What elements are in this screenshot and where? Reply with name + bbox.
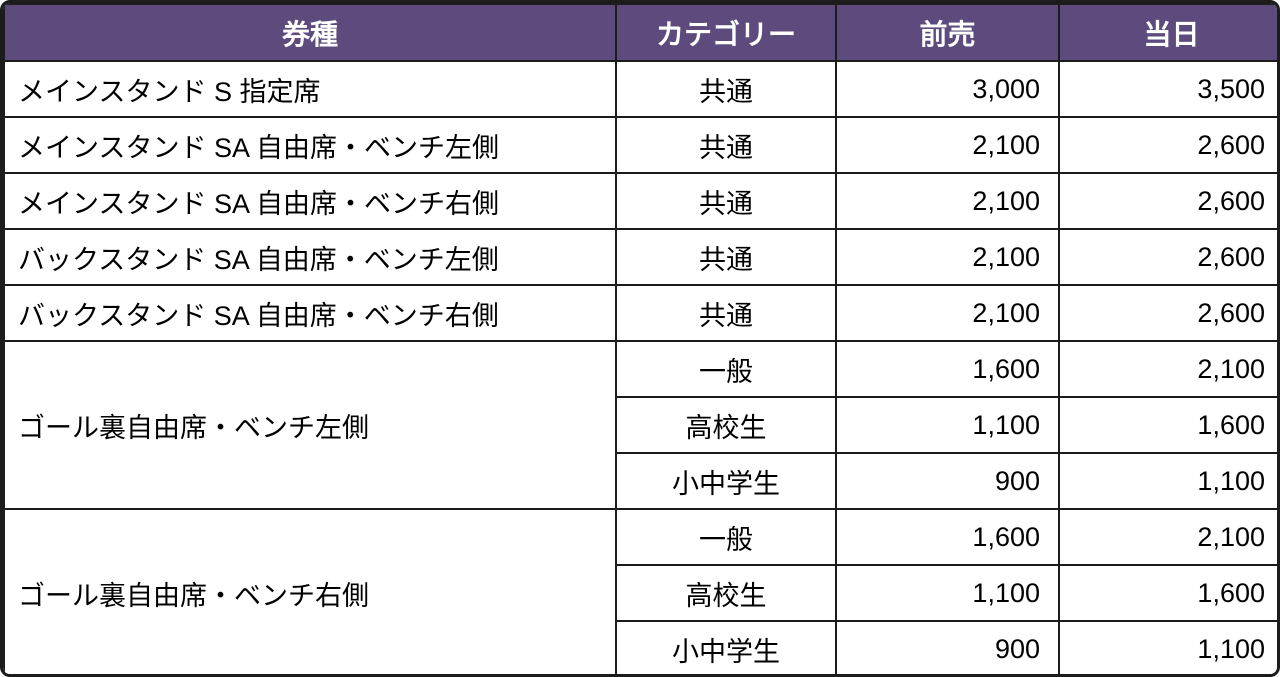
header-same-day-price: 当日 bbox=[1058, 3, 1277, 62]
category-cell: 高校生 bbox=[615, 564, 837, 622]
same-day-price-cell: 2,600 bbox=[1058, 284, 1277, 342]
same-day-price-cell: 2,100 bbox=[1058, 340, 1277, 398]
same-day-price-cell: 2,600 bbox=[1058, 228, 1277, 286]
ticket-type-cell: メインスタンド S 指定席 bbox=[3, 60, 617, 118]
table-row: 高校生 1,100 1,600 bbox=[4, 564, 1277, 622]
category-cell: 小中学生 bbox=[615, 620, 837, 674]
ticket-type-cell: ゴール裏自由席・ベンチ左側 bbox=[3, 340, 617, 510]
category-cell: 高校生 bbox=[615, 396, 837, 454]
advance-price-cell: 2,100 bbox=[835, 116, 1060, 174]
advance-price-cell: 1,100 bbox=[835, 396, 1060, 454]
same-day-price-cell: 3,500 bbox=[1058, 60, 1277, 118]
advance-price-cell: 1,600 bbox=[835, 340, 1060, 398]
table-row: 高校生 1,100 1,600 bbox=[4, 396, 1277, 454]
table-row: ゴール裏自由席・ベンチ右側 一般 1,600 2,100 bbox=[3, 508, 1277, 674]
advance-price-cell: 1,100 bbox=[835, 564, 1060, 622]
category-cell: 小中学生 bbox=[615, 452, 837, 510]
ticket-type-cell: メインスタンド SA 自由席・ベンチ左側 bbox=[3, 116, 617, 174]
category-cell: 共通 bbox=[615, 172, 837, 230]
header-advance-price: 前売 bbox=[835, 3, 1060, 62]
table-row: 小中学生 900 1,100 bbox=[4, 620, 1277, 674]
table-row: メインスタンド S 指定席 共通 3,000 3,500 bbox=[3, 60, 1277, 118]
table-body: メインスタンド S 指定席 共通 3,000 3,500 メインスタンド SA … bbox=[3, 60, 1277, 674]
table-header: 券種 カテゴリー 前売 当日 bbox=[3, 3, 1277, 62]
header-ticket-type: 券種 bbox=[3, 3, 617, 62]
header-row: 券種 カテゴリー 前売 当日 bbox=[3, 3, 1277, 62]
ticket-type-cell: メインスタンド SA 自由席・ベンチ右側 bbox=[3, 172, 617, 230]
same-day-price-cell: 1,100 bbox=[1058, 620, 1277, 674]
advance-price-cell: 1,600 bbox=[835, 508, 1060, 566]
header-category: カテゴリー bbox=[615, 3, 837, 62]
table-row: メインスタンド SA 自由席・ベンチ右側 共通 2,100 2,600 bbox=[3, 172, 1277, 230]
ticket-type-cell: バックスタンド SA 自由席・ベンチ左側 bbox=[3, 228, 617, 286]
table-row: 小中学生 900 1,100 bbox=[4, 452, 1277, 510]
category-cell: 共通 bbox=[615, 284, 837, 342]
advance-price-cell: 900 bbox=[835, 620, 1060, 674]
same-day-price-cell: 1,600 bbox=[1058, 396, 1277, 454]
advance-price-cell: 900 bbox=[835, 452, 1060, 510]
table-row: バックスタンド SA 自由席・ベンチ左側 共通 2,100 2,600 bbox=[3, 228, 1277, 286]
advance-price-cell: 3,000 bbox=[835, 60, 1060, 118]
category-cell: 共通 bbox=[615, 60, 837, 118]
table-row: メインスタンド SA 自由席・ベンチ左側 共通 2,100 2,600 bbox=[3, 116, 1277, 174]
same-day-price-cell: 2,600 bbox=[1058, 116, 1277, 174]
category-cell: 一般 bbox=[615, 508, 837, 566]
same-day-price-cell: 1,600 bbox=[1058, 564, 1277, 622]
category-cell: 共通 bbox=[615, 116, 837, 174]
advance-price-cell: 2,100 bbox=[835, 228, 1060, 286]
advance-price-cell: 2,100 bbox=[835, 284, 1060, 342]
advance-price-cell: 2,100 bbox=[835, 172, 1060, 230]
same-day-price-cell: 1,100 bbox=[1058, 452, 1277, 510]
table-row: バックスタンド SA 自由席・ベンチ右側 共通 2,100 2,600 bbox=[3, 284, 1277, 342]
category-cell: 共通 bbox=[615, 228, 837, 286]
same-day-price-cell: 2,600 bbox=[1058, 172, 1277, 230]
ticket-price-table: 券種 カテゴリー 前売 当日 メインスタンド S 指定席 共通 3,000 3,… bbox=[3, 3, 1277, 674]
ticket-type-cell: ゴール裏自由席・ベンチ右側 bbox=[3, 508, 617, 674]
same-day-price-cell: 2,100 bbox=[1058, 508, 1277, 566]
category-cell: 一般 bbox=[615, 340, 837, 398]
table-row: ゴール裏自由席・ベンチ左側 一般 1,600 2,100 bbox=[3, 340, 1277, 510]
ticket-type-cell: バックスタンド SA 自由席・ベンチ右側 bbox=[3, 284, 617, 342]
